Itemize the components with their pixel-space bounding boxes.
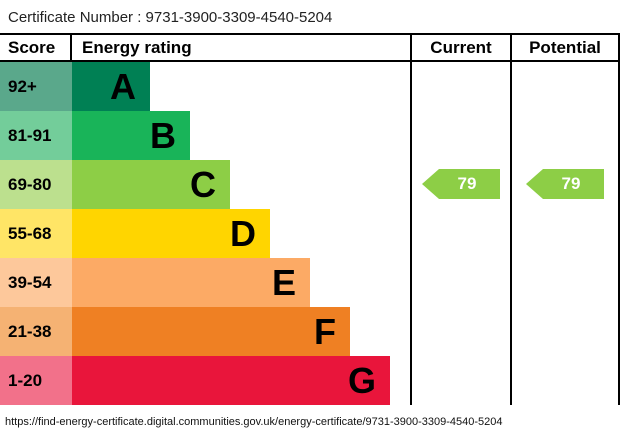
certificate-number: Certificate Number : 9731-3900-3309-4540… bbox=[8, 9, 333, 26]
band-score: 81-91 bbox=[0, 111, 72, 160]
current-rating-value: 79 bbox=[457, 174, 477, 193]
band-bar: D bbox=[72, 209, 270, 258]
band-bar: A bbox=[72, 62, 150, 111]
band-row: 81-91 B bbox=[0, 111, 410, 160]
band-letter: D bbox=[230, 212, 256, 254]
band-score: 55-68 bbox=[0, 209, 72, 258]
band-score: 21-38 bbox=[0, 307, 72, 356]
band-row: 1-20 G bbox=[0, 356, 410, 405]
band-bar: E bbox=[72, 258, 310, 307]
chart-body: 92+ A 81-91 B 69-80 C 55-68 D 39-54 E bbox=[0, 62, 620, 405]
band-row: 69-80 C bbox=[0, 160, 410, 209]
band-letter: F bbox=[314, 310, 336, 352]
band-letter: A bbox=[110, 65, 136, 107]
band-row: 39-54 E bbox=[0, 258, 410, 307]
potential-rating-value: 79 bbox=[561, 174, 581, 193]
band-row: 55-68 D bbox=[0, 209, 410, 258]
band-row: 92+ A bbox=[0, 62, 410, 111]
energy-rating-chart: Score Energy rating Current Potential 92… bbox=[0, 33, 620, 405]
current-column: 79 bbox=[410, 62, 510, 405]
band-bar: F bbox=[72, 307, 350, 356]
band-score: 69-80 bbox=[0, 160, 72, 209]
bands-area: 92+ A 81-91 B 69-80 C 55-68 D 39-54 E bbox=[0, 62, 410, 405]
certificate-url: https://find-energy-certificate.digital.… bbox=[5, 416, 503, 428]
band-letter: E bbox=[271, 261, 296, 303]
current-rating-arrow: 79 bbox=[422, 169, 500, 199]
band-score: 39-54 bbox=[0, 258, 72, 307]
band-letter: C bbox=[190, 163, 216, 205]
potential-column-header: Potential bbox=[510, 35, 620, 60]
band-letter: B bbox=[150, 114, 176, 156]
energy-rating-column-header: Energy rating bbox=[82, 37, 192, 57]
band-bar: G bbox=[72, 356, 390, 405]
potential-rating-arrow: 79 bbox=[526, 169, 604, 199]
chart-header-row: Score Energy rating Current Potential bbox=[0, 35, 620, 62]
band-row: 21-38 F bbox=[0, 307, 410, 356]
band-bar: C bbox=[72, 160, 230, 209]
band-score: 1-20 bbox=[0, 356, 72, 405]
score-column-header: Score bbox=[0, 35, 72, 60]
potential-column: 79 bbox=[510, 62, 620, 405]
band-letter: G bbox=[347, 359, 376, 401]
current-column-header: Current bbox=[410, 35, 510, 60]
band-bar: B bbox=[72, 111, 190, 160]
band-score: 92+ bbox=[0, 62, 72, 111]
